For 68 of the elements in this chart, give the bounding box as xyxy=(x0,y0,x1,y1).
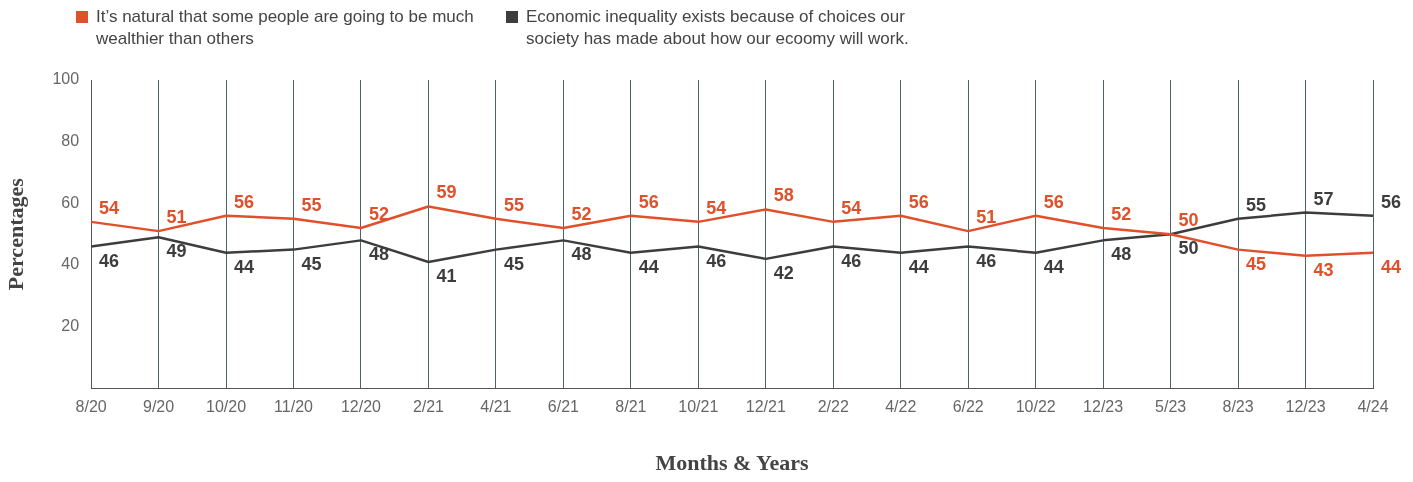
data-label: 52 xyxy=(1111,204,1132,224)
data-label: 58 xyxy=(773,185,794,206)
data-label: 56 xyxy=(234,191,255,212)
data-label: 50 xyxy=(1178,210,1199,231)
x-tick-label: 4/21 xyxy=(480,398,512,416)
x-tick-label: 12/23 xyxy=(1285,398,1326,416)
data-label: 57 xyxy=(1313,188,1334,209)
y-tick-label: 40 xyxy=(61,255,80,273)
legend-label: It’s natural that some people are going to be much wealthier than others xyxy=(96,6,475,50)
data-label: 56 xyxy=(1043,191,1064,212)
data-label: 45 xyxy=(301,253,322,274)
x-tick-label: 12/23 xyxy=(1083,398,1124,416)
x-axis-title: Months & Years xyxy=(655,450,810,476)
data-label: 49 xyxy=(166,241,187,262)
data-label: 45 xyxy=(503,253,524,274)
data-label: 54 xyxy=(99,197,120,218)
data-label: 46 xyxy=(976,250,997,271)
x-tick-label: 10/22 xyxy=(1015,398,1056,416)
data-label: 44 xyxy=(234,256,255,277)
data-label: 45 xyxy=(1246,253,1267,274)
data-label: 44 xyxy=(1043,256,1064,277)
data-label: 59 xyxy=(436,182,457,203)
y-tick-label: 20 xyxy=(61,317,80,335)
data-label: 56 xyxy=(908,191,929,212)
data-label: 46 xyxy=(706,250,727,271)
data-label: 52 xyxy=(571,204,592,224)
x-tick-label: 6/21 xyxy=(547,398,580,416)
x-tick-label: 8/23 xyxy=(1222,398,1254,416)
data-label: 51 xyxy=(166,207,187,228)
data-label: 54 xyxy=(706,197,727,218)
legend-label: Economic inequality exists because of choices our society has made about how our ecoomy will work. xyxy=(526,6,910,50)
data-label: 56 xyxy=(638,191,659,212)
x-tick-label: 10/20 xyxy=(206,398,247,416)
data-label: 42 xyxy=(773,262,794,283)
data-label: 46 xyxy=(841,250,862,271)
x-tick-label: 4/22 xyxy=(885,398,917,416)
data-label: 46 xyxy=(99,250,120,271)
x-tick-label: 12/21 xyxy=(745,398,786,416)
y-tick-label: 100 xyxy=(52,70,80,88)
x-tick-label: 6/22 xyxy=(952,398,984,416)
y-tick-label: 60 xyxy=(61,193,80,211)
y-axis-title: Percentages xyxy=(2,177,28,291)
data-label: 51 xyxy=(976,207,997,228)
x-tick-label: 5/23 xyxy=(1155,398,1187,416)
data-label: 48 xyxy=(1111,244,1132,265)
x-tick-label: 12/20 xyxy=(340,398,382,416)
data-label: 41 xyxy=(436,265,457,286)
data-label: 52 xyxy=(368,204,389,224)
x-tick-label: 11/20 xyxy=(274,398,314,416)
data-label: 48 xyxy=(571,244,592,265)
y-tick-label: 80 xyxy=(61,132,80,150)
x-tick-label: 2/21 xyxy=(412,398,445,416)
x-tick-label: 8/20 xyxy=(75,398,107,416)
data-label: 44 xyxy=(908,256,929,277)
data-label: 44 xyxy=(1381,256,1402,277)
x-tick-label: 4/24 xyxy=(1357,398,1389,416)
x-tick-label: 10/21 xyxy=(678,398,719,416)
x-tick-label: 8/21 xyxy=(615,398,647,416)
data-label: 55 xyxy=(301,194,322,215)
data-label: 50 xyxy=(1178,238,1199,259)
data-label: 56 xyxy=(1381,191,1402,212)
data-label: 44 xyxy=(638,256,659,277)
x-tick-label: 9/20 xyxy=(142,398,175,416)
data-label: 55 xyxy=(503,194,524,215)
data-label: 43 xyxy=(1313,259,1334,280)
data-label: 55 xyxy=(1246,194,1267,215)
data-label: 54 xyxy=(841,197,862,218)
x-tick-label: 2/22 xyxy=(817,398,849,416)
